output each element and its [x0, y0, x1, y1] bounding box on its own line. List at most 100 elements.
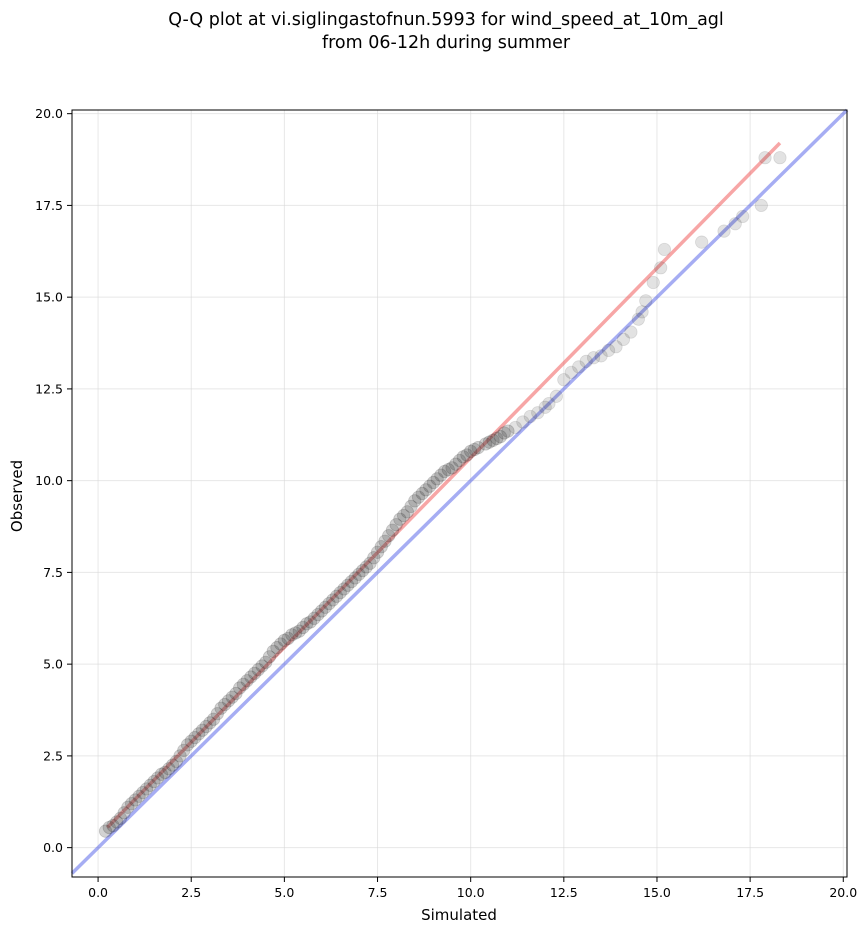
qq-point [437, 464, 452, 479]
qq-point [490, 431, 504, 446]
qq-point [110, 815, 124, 829]
qq-point [128, 793, 142, 807]
qq-point [236, 677, 250, 691]
qq-point [125, 797, 139, 811]
y-tick-label-2: 5.0 [43, 657, 63, 672]
qq-point [303, 615, 318, 629]
grid-lines [72, 110, 847, 877]
qq-point [415, 486, 429, 501]
chart-subtitle: from 06-12h during summer [322, 33, 571, 53]
qq-point [315, 604, 329, 618]
qq-point [549, 389, 563, 403]
y-tick-label-6: 15.0 [35, 290, 63, 305]
qq-point [285, 628, 299, 642]
qq-point [531, 406, 545, 420]
qq-point [240, 674, 254, 688]
plot-frame [71, 109, 848, 878]
x-tick-label-4: 10.0 [457, 885, 485, 900]
qq-point [251, 663, 265, 677]
qq-point [318, 600, 332, 614]
y-tick-label-3: 7.5 [43, 565, 63, 580]
y-axis-label: Observed [8, 460, 26, 532]
qq-point [132, 789, 146, 803]
identity-line-group [70, 108, 849, 875]
qq-point [292, 624, 306, 638]
qq-point [542, 396, 556, 411]
qq-point [151, 771, 165, 785]
qq-point [259, 655, 273, 669]
qq-point [374, 540, 388, 554]
qq-point [754, 198, 768, 213]
qq-point [121, 800, 135, 814]
qq-point [348, 571, 362, 585]
y-tick-label-5: 12.5 [35, 381, 63, 396]
qq-point [393, 512, 407, 526]
qq-point [482, 435, 496, 449]
qq-point [616, 332, 631, 346]
x-tick-label-8: 20.0 [829, 885, 857, 900]
chart-title: Q-Q plot at vi.siglingastofnun.5993 for … [168, 10, 724, 30]
qq-point [624, 325, 638, 339]
qq-point [411, 490, 426, 504]
qq-point [102, 820, 116, 835]
qq-point [456, 450, 470, 464]
qq-point [587, 351, 601, 365]
qq-point [419, 483, 433, 497]
qq-point [356, 563, 370, 578]
qq-point [139, 782, 154, 796]
qq-point [233, 681, 247, 695]
qq-point [370, 545, 385, 559]
qq-point [214, 701, 228, 715]
qq-point [188, 730, 202, 745]
qq-point [478, 437, 493, 451]
qq-point [464, 444, 478, 458]
qq-point [501, 424, 515, 438]
y-tick-label-0: 0.0 [43, 840, 63, 855]
qq-point [154, 767, 169, 781]
qq-point [180, 738, 195, 752]
x-tick-label-7: 17.5 [736, 885, 764, 900]
qq-point [203, 716, 217, 730]
qq-point [408, 494, 422, 508]
qq-point [631, 312, 645, 326]
qq-point [460, 448, 474, 462]
qq-point [423, 479, 437, 493]
qq-point [538, 400, 552, 414]
qq-point [270, 641, 284, 655]
qq-point [218, 697, 232, 712]
y-tick-label-4: 10.0 [35, 473, 63, 488]
qq-point [184, 734, 198, 748]
qq-point [434, 468, 448, 482]
qq-point [404, 499, 418, 513]
qq-point [296, 620, 310, 635]
qq-point [344, 574, 359, 589]
qq-point [229, 686, 243, 701]
x-tick-label-1: 2.5 [181, 885, 201, 900]
qq-point [579, 354, 593, 368]
qq-point [486, 433, 500, 447]
qq-point [311, 608, 325, 622]
qq-point [247, 666, 262, 680]
qq-point [728, 217, 742, 231]
qq-point [400, 505, 414, 519]
qq-point [113, 811, 128, 825]
qq-point [367, 551, 381, 565]
y-tick-label-1: 2.5 [43, 748, 63, 763]
scatter-points [98, 151, 787, 838]
qq-point [426, 475, 441, 490]
qq-point [639, 294, 653, 308]
x-tick-label-3: 7.5 [368, 885, 388, 900]
qq-point [572, 360, 586, 374]
qq-point [341, 578, 355, 592]
y-tick-label-7: 17.5 [35, 198, 63, 213]
qq-point [594, 349, 608, 363]
qq-point [98, 824, 113, 838]
qq-point [199, 719, 213, 734]
qq-point [117, 806, 131, 820]
qq-point [166, 758, 180, 772]
qq-point [147, 774, 161, 789]
x-tick-label-0: 0.0 [88, 885, 108, 900]
qq-point [158, 765, 172, 780]
